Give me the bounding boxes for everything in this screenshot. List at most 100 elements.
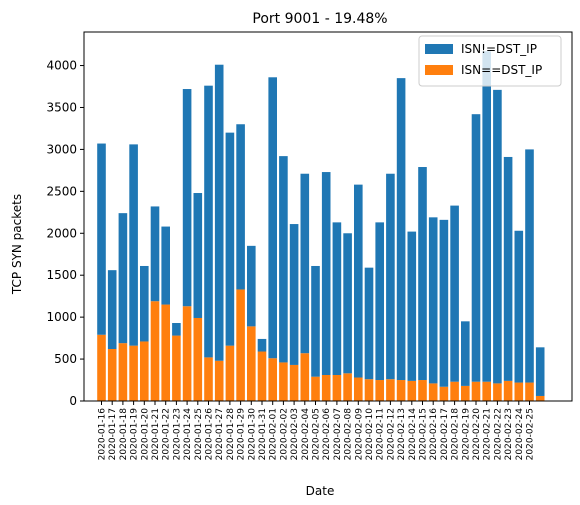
- x-tick-label: 2020-01-24: [183, 408, 193, 461]
- bar-isn-neq-2020-01-28: [225, 132, 235, 346]
- x-tick-label: 2020-02-19: [461, 408, 471, 461]
- bar-isn-eq-2020-02-24: [514, 382, 524, 401]
- x-tick-label: 2020-01-20: [140, 408, 150, 461]
- bar-isn-eq-2020-02-23: [503, 380, 513, 401]
- bar-isn-neq-2020-02-05: [311, 265, 320, 377]
- x-tick-label: 2020-02-02: [279, 408, 289, 460]
- bar-isn-eq-2020-02-08: [343, 373, 352, 401]
- x-tick-label: 2020-02-22: [493, 408, 503, 460]
- legend: ISN!=DST_IP ISN==DST_IP: [418, 35, 562, 87]
- x-tick-label: 2020-02-25: [526, 408, 536, 460]
- x-tick-label: 2020-02-21: [483, 408, 493, 460]
- bar-isn-neq-2020-02-03: [289, 224, 299, 365]
- x-tick-label: 2020-01-19: [130, 408, 140, 461]
- bar-isn-eq-2020-02-19: [461, 385, 470, 401]
- bar-isn-eq-2020-01-22: [161, 304, 170, 401]
- x-tick-label: 2020-02-20: [472, 408, 482, 461]
- x-tick-label: 2020-02-16: [429, 408, 439, 461]
- x-tick-label: 2020-01-23: [172, 408, 182, 460]
- x-tick-label: 2020-01-21: [151, 408, 161, 460]
- bar-isn-eq-2020-02-17: [439, 386, 449, 401]
- bar-isn-eq-2020-02-06: [321, 375, 331, 401]
- x-tick-label: 2020-01-30: [247, 408, 257, 461]
- bar-isn-neq-2020-02-22: [493, 89, 502, 384]
- bar-isn-neq-2020-01-29: [236, 124, 245, 290]
- bar-isn-neq-2020-02-02: [279, 156, 288, 363]
- x-axis-label: Date: [306, 484, 335, 498]
- bar-isn-neq-2020-02-10: [364, 267, 374, 380]
- bar-isn-neq-2020-01-22: [161, 226, 170, 305]
- bar-isn-eq-2020-02-26: [535, 395, 545, 401]
- bar-isn-neq-2020-02-20: [471, 114, 481, 382]
- bar-isn-eq-2020-01-18: [118, 343, 128, 401]
- bar-isn-eq-2020-01-30: [247, 326, 256, 401]
- x-tick-label: 2020-01-18: [119, 408, 129, 461]
- bar-isn-eq-2020-02-05: [311, 376, 320, 401]
- x-tick-label: 2020-02-18: [451, 408, 461, 461]
- bar-isn-eq-2020-02-11: [375, 380, 384, 401]
- y-tick-label: 2500: [46, 184, 77, 198]
- x-tick-label: 2020-01-26: [205, 408, 215, 461]
- bar-isn-eq-2020-02-03: [289, 364, 299, 401]
- bar-isn-neq-2020-01-31: [257, 338, 267, 352]
- legend-label-isn-neq: ISN!=DST_IP: [461, 42, 537, 56]
- x-tick-label: 2020-01-28: [226, 408, 236, 461]
- bar-isn-eq-2020-02-01: [268, 358, 277, 401]
- bar-isn-neq-2020-02-13: [396, 78, 406, 381]
- bar-isn-eq-2020-01-28: [225, 345, 235, 401]
- bar-isn-eq-2020-02-02: [279, 362, 288, 401]
- bar-isn-neq-2020-02-12: [386, 173, 395, 380]
- bar-isn-eq-2020-02-22: [493, 383, 502, 401]
- x-tick-label: 2020-02-03: [290, 408, 300, 460]
- bar-isn-neq-2020-02-14: [407, 231, 417, 381]
- bar-isn-eq-2020-01-16: [97, 334, 106, 401]
- bar-isn-eq-2020-01-24: [182, 306, 192, 401]
- bar-isn-neq-2020-01-25: [193, 193, 203, 318]
- bar-isn-eq-2020-01-25: [193, 317, 203, 401]
- bar-isn-neq-2020-02-17: [439, 219, 449, 387]
- bar-isn-neq-2020-02-08: [343, 233, 352, 374]
- bar-isn-eq-2020-01-23: [172, 335, 181, 401]
- bar-isn-eq-2020-02-10: [364, 379, 374, 401]
- bar-isn-neq-2020-02-07: [332, 222, 342, 375]
- x-tick-label: 2020-02-12: [386, 408, 396, 460]
- legend-label-isn-eq: ISN==DST_IP: [461, 63, 542, 77]
- x-tick-label: 2020-02-13: [397, 408, 407, 460]
- x-tick-label: 2020-01-22: [162, 408, 172, 460]
- x-tick-label: 2020-01-29: [237, 408, 247, 461]
- bar-isn-neq-2020-02-19: [461, 321, 470, 386]
- x-tick-label: 2020-01-27: [215, 408, 225, 460]
- bar-isn-eq-2020-01-27: [214, 360, 224, 401]
- bar-isn-neq-2020-01-30: [247, 245, 256, 327]
- bar-isn-neq-2020-02-24: [514, 230, 524, 383]
- x-tick-label: 2020-02-23: [504, 408, 514, 460]
- bar-isn-neq-2020-02-15: [418, 167, 427, 381]
- x-tick-label: 2020-02-01: [269, 408, 279, 460]
- x-tick-label: 2020-01-17: [108, 408, 118, 460]
- y-tick-label: 1000: [46, 310, 77, 324]
- x-tick-label: 2020-01-31: [258, 408, 268, 460]
- bar-isn-neq-2020-02-09: [354, 184, 363, 378]
- y-tick-label: 3000: [46, 142, 77, 156]
- bar-isn-neq-2020-01-19: [129, 144, 138, 346]
- bar-isn-eq-2020-01-21: [150, 301, 160, 401]
- x-tick-label: 2020-02-05: [312, 408, 322, 460]
- bar-isn-neq-2020-02-26: [535, 347, 545, 396]
- y-tick-label: 500: [54, 352, 77, 366]
- bar-isn-eq-2020-02-25: [525, 382, 534, 401]
- bar-isn-eq-2020-02-07: [332, 375, 342, 401]
- bar-isn-neq-2020-02-06: [321, 172, 331, 375]
- bar-isn-neq-2020-02-23: [503, 156, 513, 381]
- legend-frame: [418, 35, 562, 87]
- bar-isn-eq-2020-01-31: [257, 351, 267, 401]
- y-tick-label: 0: [69, 394, 77, 408]
- bar-isn-neq-2020-01-21: [150, 206, 160, 302]
- bar-isn-eq-2020-02-12: [386, 379, 395, 401]
- y-tick-label: 1500: [46, 268, 77, 282]
- bar-isn-eq-2020-02-16: [428, 383, 438, 401]
- y-tick-label: 4000: [46, 59, 77, 73]
- chart-title: Port 9001 - 19.48%: [252, 11, 387, 27]
- bar-isn-neq-2020-02-18: [450, 205, 459, 382]
- x-tick-label: 2020-02-14: [408, 408, 418, 461]
